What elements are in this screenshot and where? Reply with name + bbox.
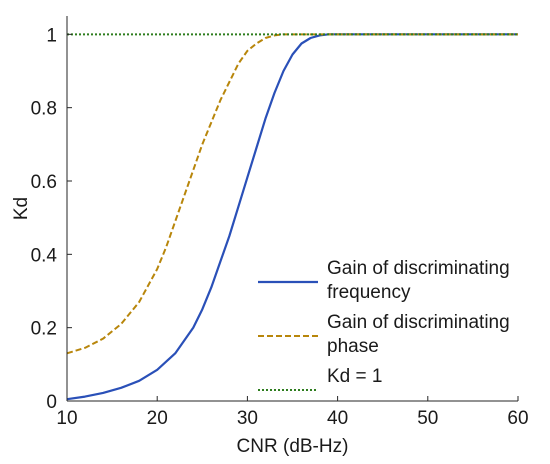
legend-label: Gain of discriminating (327, 312, 510, 333)
y-tick-label: 0.6 (31, 172, 57, 193)
y-tick-label: 0.8 (31, 99, 57, 120)
series-layer (66, 33, 518, 401)
x-tick-label: 20 (147, 408, 168, 429)
x-tick-label: 30 (237, 408, 258, 429)
legend-label: Kd = 1 (327, 366, 382, 387)
x-tick-label: 10 (56, 408, 77, 429)
x-axis-label: CNR (dB-Hz) (237, 436, 349, 457)
legend-label: frequency (327, 282, 411, 303)
x-tick-label: 50 (417, 408, 438, 429)
y-tick-label: 0 (46, 392, 57, 413)
y-tick-label: 0.2 (31, 319, 57, 340)
x-tick-label: 40 (327, 408, 348, 429)
series-line-2 (66, 33, 518, 355)
y-axis-label: Kd (11, 197, 32, 220)
x-tick-label: 60 (507, 408, 528, 429)
legend: Gain of discriminating frequency Gain of d… (258, 258, 510, 391)
plot-background (67, 16, 518, 401)
axes-layer: 10 20 30 40 50 60 0 0.2 0.4 0.6 0.8 1 (31, 16, 529, 429)
plot-area (67, 16, 518, 401)
y-tick-label: 0.4 (31, 245, 58, 266)
legend-label: phase (327, 336, 379, 357)
legend-label: Gain of discriminating (327, 258, 510, 279)
y-tick-label: 1 (46, 25, 57, 46)
